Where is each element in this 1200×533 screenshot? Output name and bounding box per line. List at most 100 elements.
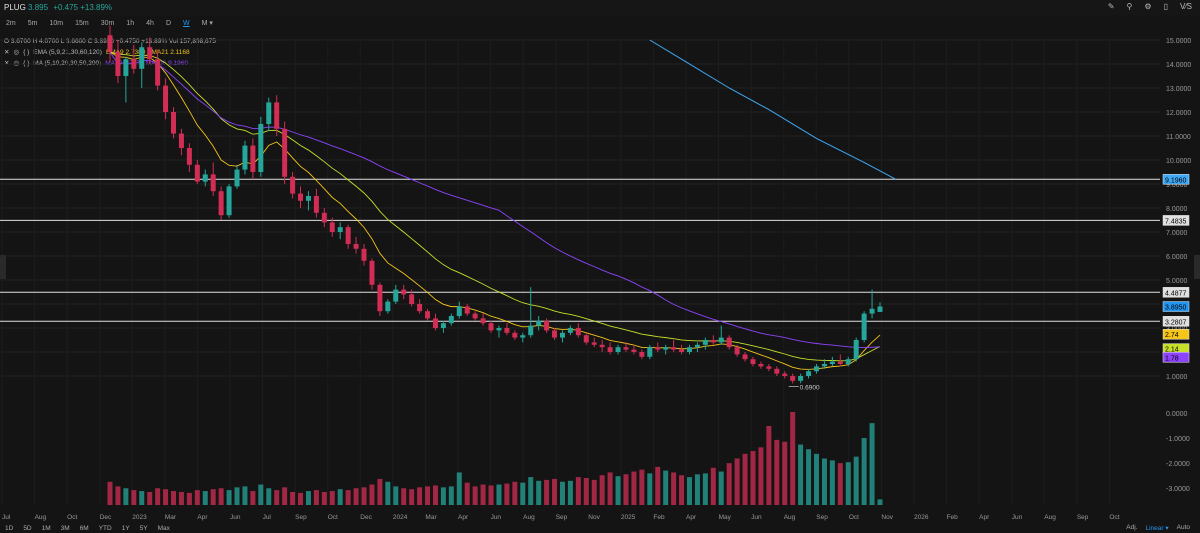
- candle-body: [837, 361, 843, 364]
- linear-select[interactable]: Linear ▾: [1145, 525, 1169, 532]
- candle-body: [607, 347, 613, 352]
- x-tick-label: 2026: [914, 514, 929, 521]
- volume-bar: [139, 491, 145, 505]
- fullscreen-icon[interactable]: V⁄S: [1179, 2, 1192, 11]
- volume-bar: [266, 488, 272, 505]
- candle-body: [345, 227, 351, 244]
- candle-body: [623, 347, 629, 350]
- pencil-icon[interactable]: ✎: [1107, 2, 1115, 11]
- symbol-header[interactable]: PLUG 3.895 +0.475 +13.89%: [4, 3, 112, 12]
- timeframe-3[interactable]: 15m: [75, 19, 89, 27]
- candle-body: [686, 347, 692, 352]
- adj-toggle[interactable]: Adj.: [1126, 524, 1138, 531]
- candle-body: [512, 332, 518, 338]
- x-tick-label: Jun: [1012, 514, 1023, 521]
- candle-body: [647, 347, 653, 357]
- x-tick-label: Sep: [295, 514, 307, 521]
- candle-body: [329, 222, 335, 232]
- timeframe-1[interactable]: 5m: [27, 19, 38, 27]
- candle-body: [369, 260, 375, 285]
- candle-body: [758, 364, 764, 367]
- range-3[interactable]: 3M: [60, 525, 70, 532]
- price-tag-label: 9.1960: [1165, 177, 1187, 184]
- volume-bar: [821, 458, 827, 505]
- candle-body: [155, 59, 161, 86]
- volume-bar: [758, 447, 764, 505]
- candle-body: [821, 364, 827, 367]
- close-icon[interactable]: ✕: [4, 49, 10, 56]
- candle-body: [171, 112, 177, 134]
- volume-bar: [694, 474, 700, 505]
- top-bar: PLUG 3.895 +0.475 +13.89% ✎ ⚲ ⚙ ▯ V⁄S: [0, 0, 1200, 15]
- timeframe-0[interactable]: 2m: [6, 19, 16, 27]
- y-tick-label: 10.0000: [1166, 158, 1191, 165]
- candle-body: [782, 373, 788, 376]
- x-tick-label: Apr: [197, 514, 208, 521]
- left-panel-handle[interactable]: [0, 255, 6, 279]
- volume-bar: [194, 490, 200, 505]
- alert-icon[interactable]: ⚲: [1126, 2, 1133, 11]
- volume-bar: [480, 484, 486, 505]
- range-0[interactable]: 1D: [5, 525, 14, 532]
- y-tick-label: 11.0000: [1166, 134, 1191, 141]
- range-6[interactable]: 1Y: [121, 525, 130, 532]
- volume-bar: [774, 439, 780, 505]
- volume-bar: [369, 484, 375, 505]
- candle-body: [337, 227, 343, 232]
- range-8[interactable]: Max: [157, 525, 170, 532]
- range-4[interactable]: 6M: [79, 525, 89, 532]
- timeframe-9[interactable]: M ▾: [201, 20, 213, 27]
- candle-body: [663, 347, 669, 350]
- eye-icon[interactable]: ◎: [13, 49, 20, 56]
- volume-bar: [591, 479, 597, 505]
- auto-toggle[interactable]: Auto: [1176, 524, 1190, 531]
- price-tag-label: 2.74: [1165, 332, 1179, 339]
- volume-bar: [528, 477, 534, 505]
- candle-body: [305, 196, 311, 201]
- timeframe-5[interactable]: 1h: [126, 19, 135, 27]
- candle-body: [210, 174, 216, 192]
- timeframe-6[interactable]: 4h: [146, 19, 154, 27]
- volume-bar: [734, 458, 740, 505]
- candle-body: [544, 320, 550, 331]
- range-1[interactable]: 5D: [23, 525, 32, 532]
- candle-body: [147, 47, 153, 60]
- timeframe-7[interactable]: D: [165, 19, 171, 27]
- settings-icon[interactable]: ⚙: [1144, 2, 1152, 11]
- range-7[interactable]: 5Y: [139, 525, 148, 532]
- braces-icon[interactable]: { }: [23, 49, 30, 56]
- candle-body: [798, 376, 804, 381]
- volume-bar: [163, 489, 169, 505]
- volume-bar: [853, 456, 859, 505]
- range-2[interactable]: 1M: [41, 525, 51, 532]
- range-5[interactable]: YTD: [98, 525, 112, 532]
- candle-body: [186, 148, 192, 165]
- timeframe-2[interactable]: 10m: [49, 19, 64, 27]
- volume-bar: [488, 485, 494, 505]
- volume-bar: [107, 481, 113, 505]
- candle-body: [694, 344, 700, 348]
- volume-bar: [155, 488, 161, 505]
- volume-bar: [631, 471, 637, 505]
- x-tick-label: Jun: [751, 514, 762, 521]
- x-tick-label: Sep: [556, 514, 568, 521]
- volume-bar: [178, 491, 184, 505]
- volume-bar: [782, 441, 788, 505]
- compare-icon[interactable]: ▯: [1163, 2, 1168, 11]
- candle-body: [361, 248, 367, 261]
- volume-bar: [790, 412, 796, 505]
- volume-bar: [298, 492, 304, 505]
- candle-body: [671, 347, 677, 350]
- x-tick-label: Feb: [653, 514, 665, 521]
- volume-bar: [258, 484, 264, 505]
- candle-body: [504, 328, 510, 333]
- x-tick-label: Dec: [100, 514, 112, 521]
- timeframe-8[interactable]: W: [183, 19, 190, 27]
- x-tick-label: 2025: [621, 514, 636, 521]
- y-tick-label: 15.0000: [1166, 38, 1191, 45]
- right-panel-handle[interactable]: [1194, 255, 1200, 279]
- price-tag: [1162, 301, 1190, 312]
- timeframe-4[interactable]: 30m: [100, 19, 115, 27]
- candle-body: [615, 347, 621, 352]
